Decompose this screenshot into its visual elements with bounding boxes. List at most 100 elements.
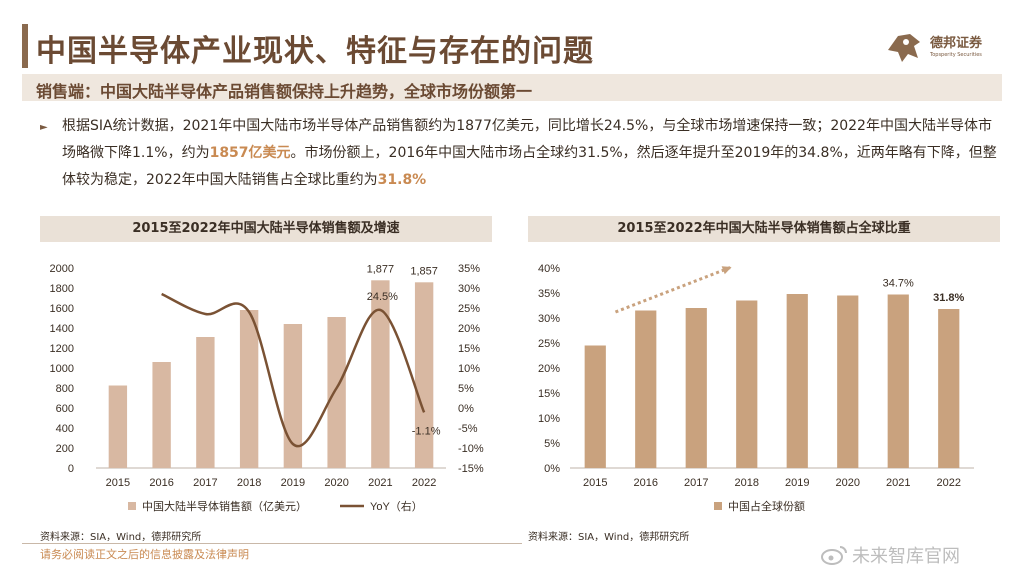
y-right-tick-label: 15% <box>458 343 480 355</box>
x-tick-label: 2019 <box>785 477 809 489</box>
left-combo-chart: 0 200 400 600 800 1000 1200 1400 1600 1800 2000 -15… <box>50 263 484 513</box>
x-tick-label: 2015 <box>583 477 607 489</box>
sales-bar <box>283 324 303 468</box>
y-right-tick-label: 25% <box>458 303 480 315</box>
data-label: 1,857 <box>410 265 438 277</box>
trend-arrowhead-icon <box>721 266 732 275</box>
data-label: -1.1% <box>412 425 441 437</box>
left-source-note: 资料来源：SIA，Wind，德邦研究所 <box>40 532 202 543</box>
data-label: 24.5% <box>367 291 398 303</box>
x-tick-label: 2021 <box>368 477 392 489</box>
yoy-line <box>161 292 426 448</box>
share-bar <box>584 345 606 468</box>
y-tick-label: 30% <box>538 313 560 325</box>
legend-line-label: YoY（右） <box>370 499 423 513</box>
right-chart-title: 2015至2022年中国大陆半导体销售额占全球比重 <box>528 216 1000 242</box>
data-label: 31.8% <box>933 292 964 304</box>
x-tick-label: 2020 <box>836 477 860 489</box>
sales-bar <box>196 337 215 468</box>
weibo-icon <box>821 546 847 565</box>
share-bar <box>786 294 808 468</box>
y-left-tick-label: 800 <box>56 383 74 395</box>
y-tick-label: 10% <box>538 413 560 425</box>
y-tick-label: 35% <box>538 288 560 300</box>
right-bar-chart: 0% 5% 10% 15% 20% 25% 30% 35% 40% 2015 2016 2017 201… <box>538 263 974 513</box>
bullet-marker: ► <box>40 122 48 133</box>
watermark-text: 未来智库官网 <box>852 546 960 567</box>
sales-bar <box>152 362 171 468</box>
share-bar <box>938 309 960 468</box>
title-accent-bar <box>22 24 28 68</box>
y-left-tick-label: 1600 <box>50 303 74 315</box>
sales-bar <box>108 385 128 468</box>
legend-bar-swatch <box>128 502 136 510</box>
footer-divider <box>22 543 522 544</box>
data-label: 34.7% <box>883 278 914 290</box>
legend-bar-label: 中国占全球份额 <box>728 499 805 513</box>
y-right-tick-label: 20% <box>458 323 480 335</box>
y-tick-label: 40% <box>538 263 560 275</box>
y-tick-label: 20% <box>538 363 560 375</box>
trend-arrow-line <box>614 265 733 314</box>
y-tick-label: 0% <box>544 463 560 475</box>
sales-bar <box>327 317 346 468</box>
highlight-sales-value: 1857亿美元 <box>209 145 291 161</box>
brand-logo: 德邦证券 Topsperity Securities <box>884 28 1004 68</box>
legend-bar-swatch <box>714 502 722 510</box>
highlight-share-value: 31.8% <box>377 172 427 188</box>
x-tick-label: 2017 <box>193 477 217 489</box>
page-title: 中国半导体产业现状、特征与存在的问题 <box>36 34 594 69</box>
y-tick-label: 15% <box>538 388 560 400</box>
y-right-tick-label: -5% <box>458 423 478 435</box>
y-left-tick-label: 0 <box>68 463 74 475</box>
x-tick-label: 2017 <box>684 477 708 489</box>
x-tick-label: 2018 <box>237 477 261 489</box>
x-tick-label: 2015 <box>106 477 130 489</box>
y-left-tick-label: 600 <box>56 403 74 415</box>
y-right-tick-label: 35% <box>458 263 480 275</box>
x-tick-label: 2019 <box>281 477 305 489</box>
x-tick-label: 2021 <box>886 477 910 489</box>
subtitle-band: 销售端：中国大陆半导体产品销售额保持上升趋势，全球市场份额第一 <box>22 74 1002 101</box>
logo-mark-icon <box>884 28 924 66</box>
y-left-tick-label: 1400 <box>50 323 74 335</box>
y-right-tick-label: -10% <box>458 443 484 455</box>
right-source-note: 资料来源：SIA，Wind，德邦研究所 <box>528 532 690 543</box>
subtitle-text: 销售端：中国大陆半导体产品销售额保持上升趋势，全球市场份额第一 <box>36 82 533 101</box>
y-right-tick-label: 10% <box>458 363 480 375</box>
disclaimer-link[interactable]: 请务必阅读正文之后的信息披露及法律声明 <box>40 548 249 561</box>
y-left-tick-label: 2000 <box>50 263 74 275</box>
x-tick-label: 2022 <box>937 477 961 489</box>
summary-paragraph: 根据SIA统计数据，2021年中国大陆市场半导体产品销售额约为1877亿美元，同… <box>62 113 1002 194</box>
y-right-tick-label: 0% <box>458 403 474 415</box>
y-left-tick-label: 400 <box>56 423 74 435</box>
y-left-tick-label: 1800 <box>50 283 74 295</box>
y-tick-label: 25% <box>538 338 560 350</box>
left-chart-title: 2015至2022年中国大陆半导体销售额及增速 <box>40 216 492 242</box>
sales-bar <box>239 310 259 468</box>
y-right-tick-label: 5% <box>458 383 474 395</box>
share-bar <box>837 295 859 468</box>
share-bar <box>685 308 707 468</box>
y-tick-label: 5% <box>544 438 560 450</box>
logo-name: 德邦证券 <box>930 36 983 51</box>
y-left-tick-label: 1000 <box>50 363 74 375</box>
share-bar <box>887 294 909 468</box>
y-right-tick-label: -15% <box>458 463 484 475</box>
y-left-tick-label: 200 <box>56 443 74 455</box>
x-tick-label: 2022 <box>412 477 436 489</box>
sales-bar <box>371 280 390 468</box>
x-tick-label: 2018 <box>735 477 759 489</box>
x-tick-label: 2016 <box>149 477 173 489</box>
x-tick-label: 2016 <box>634 477 658 489</box>
logo-tagline: Topsperity Securities <box>930 52 982 58</box>
legend-bar-label: 中国大陆半导体销售额（亿美元） <box>142 499 307 513</box>
y-left-tick-label: 1200 <box>50 343 74 355</box>
share-bar <box>736 300 758 468</box>
paragraph-text-1: 根据SIA统计数据，2021年中国大陆市场半导体产品销售额约为1877亿美元，同… <box>62 118 992 161</box>
sales-bar <box>414 282 434 468</box>
x-tick-label: 2020 <box>324 477 348 489</box>
y-right-tick-label: 30% <box>458 283 480 295</box>
data-label: 1,877 <box>367 263 395 275</box>
share-bar <box>635 310 657 468</box>
